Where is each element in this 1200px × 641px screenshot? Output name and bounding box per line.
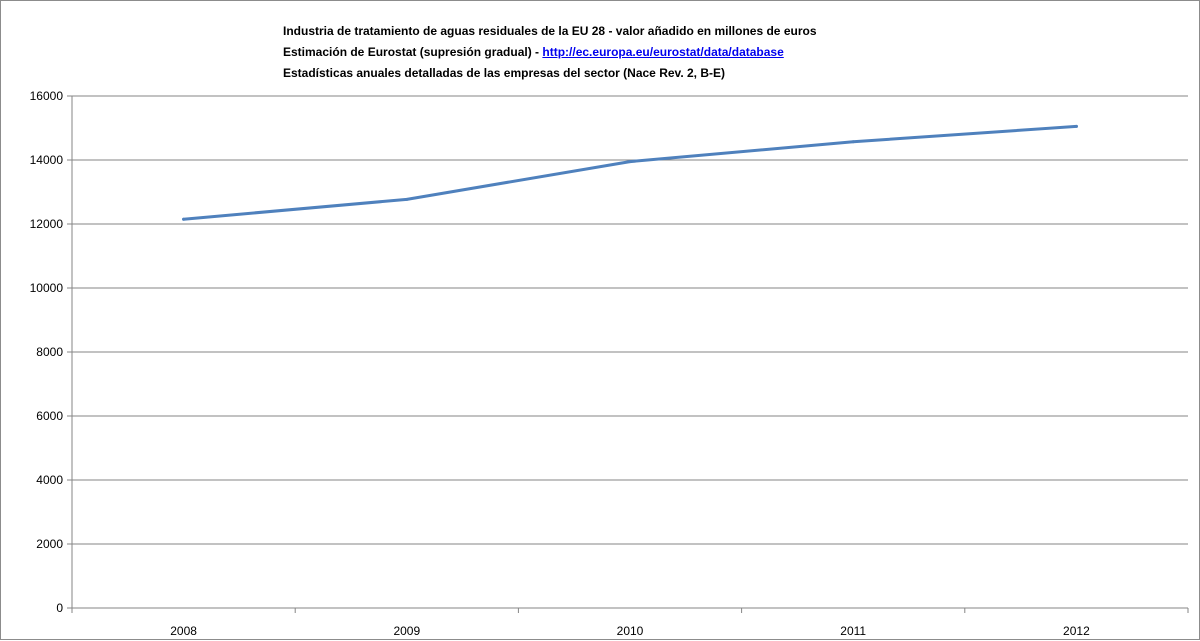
data-point-2011: [851, 140, 855, 144]
chart-source-line: Estimación de Eurostat (supresión gradua…: [283, 42, 1183, 63]
x-axis-ticks: 2008 2009 2010 2011 2012: [71, 608, 1189, 638]
y-tick-label: 4000: [36, 473, 63, 487]
data-point-2010: [628, 160, 632, 164]
y-tick-label: 0: [56, 601, 63, 615]
y-tick-label: 6000: [36, 409, 63, 423]
source-text: Estimación de Eurostat (supresión gradua…: [283, 45, 543, 59]
y-tick-label: 14000: [30, 153, 64, 167]
x-tick-label: 2008: [170, 624, 197, 638]
x-tick-label: 2012: [1063, 624, 1090, 638]
chart-subtitle: Estadísticas anuales detalladas de las e…: [283, 66, 725, 80]
y-tick-label: 16000: [30, 89, 64, 103]
x-tick-label: 2010: [617, 624, 644, 638]
chart-header: Industria de tratamiento de aguas residu…: [283, 21, 1183, 84]
y-tick-label: 12000: [30, 217, 64, 231]
y-axis-ticks: 0 2000 4000 6000 8000 10000 12000 14000 16000: [30, 89, 72, 615]
series-layer: [182, 124, 1078, 221]
chart-title: Industria de tratamiento de aguas residu…: [283, 24, 817, 38]
gridlines: [72, 95, 1188, 545]
x-tick-label: 2009: [393, 624, 420, 638]
data-point-2012: [1074, 124, 1078, 128]
x-tick-label: 2011: [840, 624, 866, 638]
series-line: [182, 124, 1078, 221]
y-tick-label: 8000: [36, 345, 63, 359]
y-tick-label: 10000: [30, 281, 64, 295]
y-tick-label: 2000: [36, 537, 63, 551]
eurostat-database-link[interactable]: http://ec.europa.eu/eurostat/data/databa…: [542, 45, 784, 59]
data-point-2009: [405, 197, 409, 201]
data-point-2008: [182, 217, 186, 221]
